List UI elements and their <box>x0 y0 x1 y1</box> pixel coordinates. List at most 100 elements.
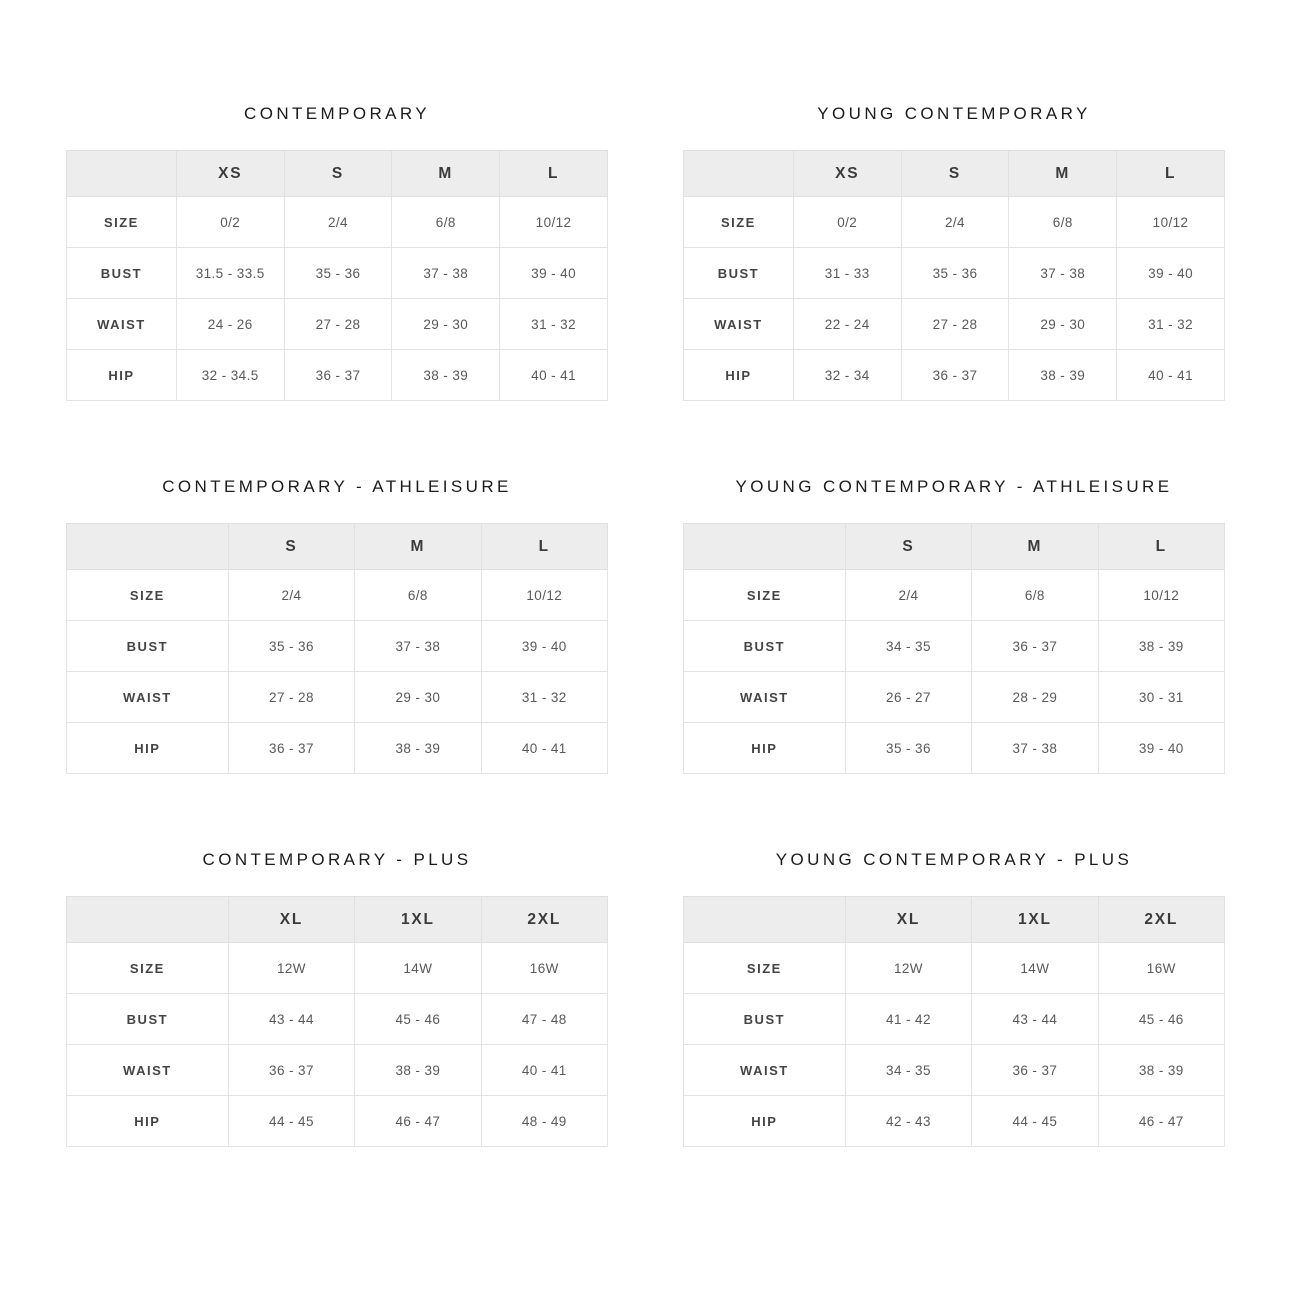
table-row: WAIST 34 - 35 36 - 37 38 - 39 <box>683 1044 1226 1096</box>
column-header-m: M <box>354 523 482 570</box>
row-label-size: SIZE <box>683 942 846 994</box>
table-corner-cell <box>683 523 846 570</box>
cell-size-xl: 12W <box>844 942 973 994</box>
column-header-2xl: 2XL <box>1097 896 1226 943</box>
row-label-size: SIZE <box>66 569 229 621</box>
table-row: BUST 34 - 35 36 - 37 38 - 39 <box>683 620 1226 672</box>
cell-size-2xl: 16W <box>480 942 609 994</box>
table-row: BUST 35 - 36 37 - 38 39 - 40 <box>66 620 609 672</box>
cell-waist-s: 26 - 27 <box>844 671 973 723</box>
cell-bust-xl: 43 - 44 <box>227 993 356 1045</box>
table-corner-cell <box>683 896 846 943</box>
table-corner-cell <box>66 523 229 570</box>
column-header-l: L <box>480 523 609 570</box>
size-table-contemporary-plus: XL 1XL 2XL SIZE 12W 14W 16W BUST 43 - 44 45 - 46 4… <box>66 896 609 1147</box>
cell-size-m: 6/8 <box>354 569 482 621</box>
size-chart-block-young-contemporary: YOUNG CONTEMPORARY XS S M L SIZE 0/2 2/4 6/8 10/1… <box>675 104 1292 477</box>
cell-hip-xs: 32 - 34.5 <box>175 349 285 401</box>
column-header-xs: XS <box>792 150 902 197</box>
column-header-m: M <box>971 523 1099 570</box>
cell-bust-2xl: 47 - 48 <box>480 993 609 1045</box>
cell-waist-xs: 24 - 26 <box>175 298 285 350</box>
column-header-1xl: 1XL <box>354 896 482 943</box>
column-header-s: S <box>283 150 393 197</box>
cell-waist-xl: 36 - 37 <box>227 1044 356 1096</box>
table-corner-cell <box>66 150 177 197</box>
column-header-1xl: 1XL <box>971 896 1099 943</box>
cell-hip-xl: 44 - 45 <box>227 1095 356 1147</box>
table-corner-cell <box>683 150 794 197</box>
row-label-waist: WAIST <box>66 671 229 723</box>
table-row: WAIST 27 - 28 29 - 30 31 - 32 <box>66 671 609 723</box>
chart-title-contemporary-plus: CONTEMPORARY - PLUS <box>202 850 472 869</box>
cell-size-l: 10/12 <box>1097 569 1226 621</box>
cell-waist-1xl: 36 - 37 <box>971 1044 1099 1096</box>
cell-bust-m: 37 - 38 <box>391 247 501 299</box>
cell-hip-xl: 42 - 43 <box>844 1095 973 1147</box>
table-row: SIZE 2/4 6/8 10/12 <box>66 569 609 621</box>
cell-size-l: 10/12 <box>499 196 608 248</box>
size-table-young-contemporary-plus: XL 1XL 2XL SIZE 12W 14W 16W BUST 41 - 42 43 - 44 4… <box>683 896 1226 1147</box>
column-header-2xl: 2XL <box>480 896 609 943</box>
row-label-bust: BUST <box>66 620 229 672</box>
cell-waist-2xl: 38 - 39 <box>1097 1044 1226 1096</box>
size-chart-block-young-contemporary-plus: YOUNG CONTEMPORARY - PLUS XL 1XL 2XL SIZE 12W… <box>675 850 1292 1223</box>
cell-size-xl: 12W <box>227 942 356 994</box>
cell-bust-1xl: 43 - 44 <box>971 993 1099 1045</box>
cell-bust-s: 35 - 36 <box>900 247 1010 299</box>
row-label-hip: HIP <box>683 722 846 774</box>
cell-waist-l: 30 - 31 <box>1097 671 1226 723</box>
cell-hip-1xl: 46 - 47 <box>354 1095 482 1147</box>
table-row: HIP 32 - 34 36 - 37 38 - 39 40 - 41 <box>683 349 1225 401</box>
cell-bust-l: 39 - 40 <box>499 247 608 299</box>
cell-bust-s: 35 - 36 <box>227 620 356 672</box>
cell-size-s: 2/4 <box>844 569 973 621</box>
cell-size-2xl: 16W <box>1097 942 1226 994</box>
column-header-m: M <box>1008 150 1118 197</box>
row-label-size: SIZE <box>683 569 846 621</box>
table-header-row: XS S M L <box>683 150 1225 197</box>
cell-waist-m: 29 - 30 <box>1008 298 1118 350</box>
cell-waist-l: 31 - 32 <box>1116 298 1225 350</box>
table-row: BUST 31 - 33 35 - 36 37 - 38 39 - 40 <box>683 247 1225 299</box>
cell-size-s: 2/4 <box>227 569 356 621</box>
row-label-waist: WAIST <box>66 298 177 350</box>
row-label-size: SIZE <box>66 942 229 994</box>
cell-hip-l: 40 - 41 <box>499 349 608 401</box>
cell-hip-m: 38 - 39 <box>1008 349 1118 401</box>
table-row: SIZE 12W 14W 16W <box>683 942 1226 994</box>
cell-hip-1xl: 44 - 45 <box>971 1095 1099 1147</box>
cell-waist-m: 29 - 30 <box>354 671 482 723</box>
row-label-waist: WAIST <box>66 1044 229 1096</box>
cell-waist-1xl: 38 - 39 <box>354 1044 482 1096</box>
row-label-waist: WAIST <box>683 1044 846 1096</box>
cell-waist-m: 28 - 29 <box>971 671 1099 723</box>
column-header-l: L <box>1097 523 1226 570</box>
table-row: WAIST 36 - 37 38 - 39 40 - 41 <box>66 1044 609 1096</box>
cell-waist-2xl: 40 - 41 <box>480 1044 609 1096</box>
table-row: HIP 36 - 37 38 - 39 40 - 41 <box>66 722 609 774</box>
cell-size-s: 2/4 <box>900 196 1010 248</box>
chart-title-contemporary-athleisure: CONTEMPORARY - ATHLEISURE <box>162 477 512 496</box>
size-chart-block-contemporary: CONTEMPORARY XS S M L SIZE 0/2 2/4 6/8 10/12 BUST 3… <box>0 104 617 477</box>
column-header-l: L <box>1116 150 1225 197</box>
cell-bust-m: 36 - 37 <box>971 620 1099 672</box>
cell-hip-2xl: 46 - 47 <box>1097 1095 1226 1147</box>
cell-hip-m: 38 - 39 <box>391 349 501 401</box>
row-label-waist: WAIST <box>683 298 794 350</box>
table-row: BUST 43 - 44 45 - 46 47 - 48 <box>66 993 609 1045</box>
cell-hip-l: 40 - 41 <box>1116 349 1225 401</box>
cell-bust-s: 34 - 35 <box>844 620 973 672</box>
row-label-hip: HIP <box>66 349 177 401</box>
chart-title-contemporary: CONTEMPORARY <box>244 104 430 123</box>
row-label-bust: BUST <box>66 993 229 1045</box>
table-header-row: XL 1XL 2XL <box>683 896 1226 943</box>
cell-waist-s: 27 - 28 <box>900 298 1010 350</box>
row-label-bust: BUST <box>683 993 846 1045</box>
column-header-xl: XL <box>227 896 356 943</box>
cell-bust-m: 37 - 38 <box>354 620 482 672</box>
cell-size-m: 6/8 <box>1008 196 1118 248</box>
